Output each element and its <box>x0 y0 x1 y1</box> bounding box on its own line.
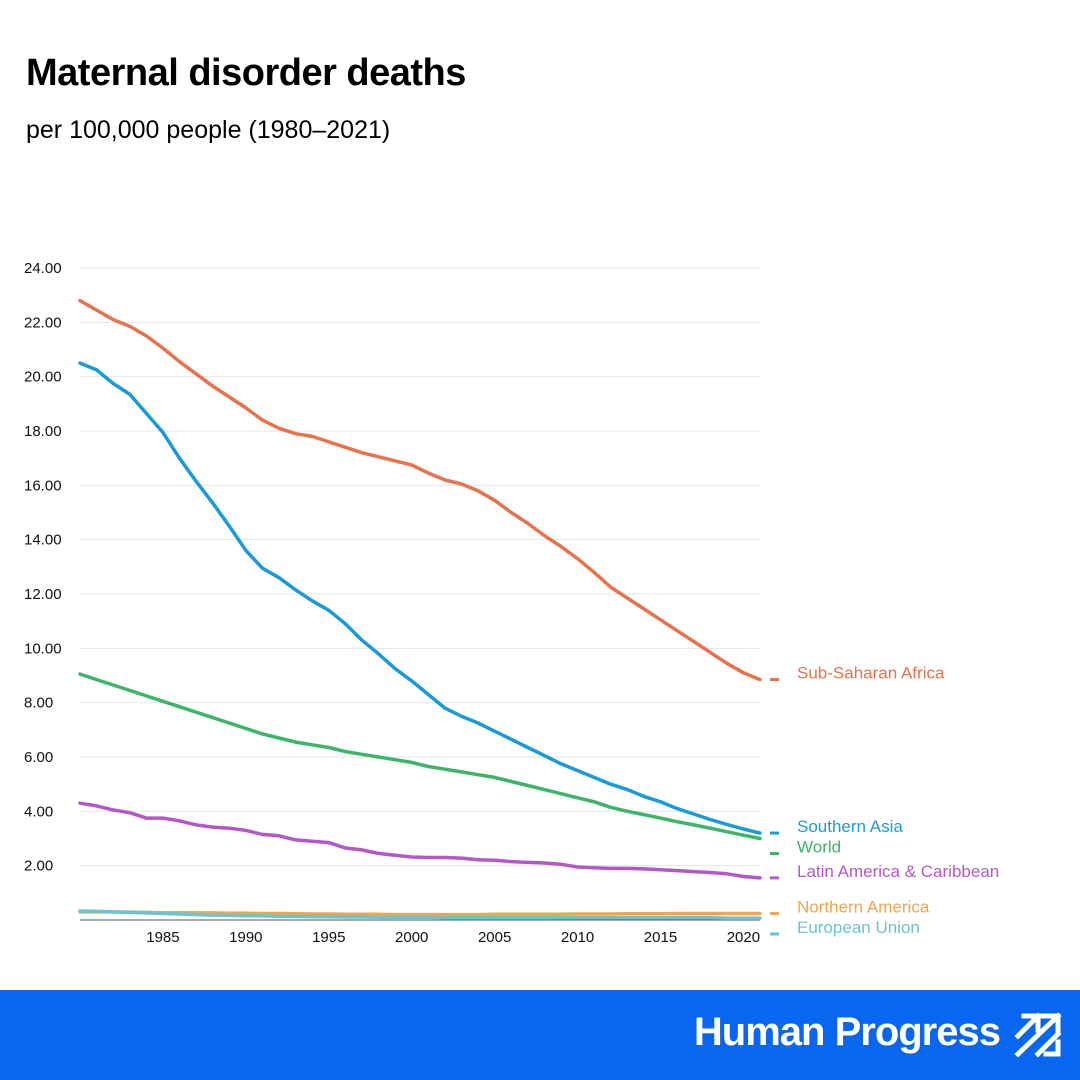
y-tick-label: 16.00 <box>24 477 62 494</box>
y-tick-label: 2.00 <box>24 858 53 875</box>
brand-logo-text[interactable]: Human Progress <box>693 1010 1001 1054</box>
y-tick-label: 8.00 <box>24 695 53 712</box>
y-tick-label: 20.00 <box>24 369 62 386</box>
y-tick-label: 12.00 <box>24 586 62 603</box>
x-tick-label: 1990 <box>229 929 262 946</box>
legend-label: Southern Asia <box>797 817 903 836</box>
chart-subtitle: per 100,000 people (1980–2021) <box>26 116 391 144</box>
y-tick-label: 18.00 <box>24 423 62 440</box>
line-chart: 2.00 4.00 6.00 8.00 10.00 12.00 14.00 16.00 18.0… <box>24 260 999 946</box>
x-tick-label: 2000 <box>395 929 428 946</box>
series-line <box>78 361 762 835</box>
series-line <box>78 298 762 682</box>
gridlines <box>80 267 760 867</box>
x-tick-label: 2015 <box>644 929 677 946</box>
axes: 2.00 4.00 6.00 8.00 10.00 12.00 14.00 16.00 18.0… <box>24 260 760 946</box>
x-tick-label: 2020 <box>727 929 760 946</box>
legend: Sub-Saharan Africa Southern Asia World Lati… <box>770 664 999 937</box>
series-line <box>78 801 762 880</box>
series-line <box>78 672 762 841</box>
y-tick-label: 10.00 <box>24 640 62 657</box>
y-tick-label: 14.00 <box>24 532 62 549</box>
footer-bar: Human Progress <box>0 990 1080 1080</box>
y-tick-label: 24.00 <box>24 260 62 277</box>
y-tick-label: 4.00 <box>24 803 53 820</box>
legend-label: Sub-Saharan Africa <box>797 664 945 683</box>
legend-label: Latin America & Caribbean <box>797 862 999 881</box>
x-tick-label: 1995 <box>312 929 345 946</box>
legend-label: Northern America <box>797 897 930 916</box>
x-tick-label: 2005 <box>478 929 511 946</box>
upward-trend-arrows-icon <box>1014 1012 1062 1058</box>
series-line <box>78 909 762 920</box>
y-tick-label: 22.00 <box>24 314 62 331</box>
chart-title: Maternal disorder deaths <box>26 52 466 94</box>
legend-label: World <box>797 838 841 857</box>
x-tick-label: 1985 <box>146 929 179 946</box>
y-tick-label: 6.00 <box>24 749 53 766</box>
legend-label: European Union <box>797 918 920 937</box>
x-tick-label: 2010 <box>561 929 594 946</box>
series-lines <box>78 298 762 920</box>
